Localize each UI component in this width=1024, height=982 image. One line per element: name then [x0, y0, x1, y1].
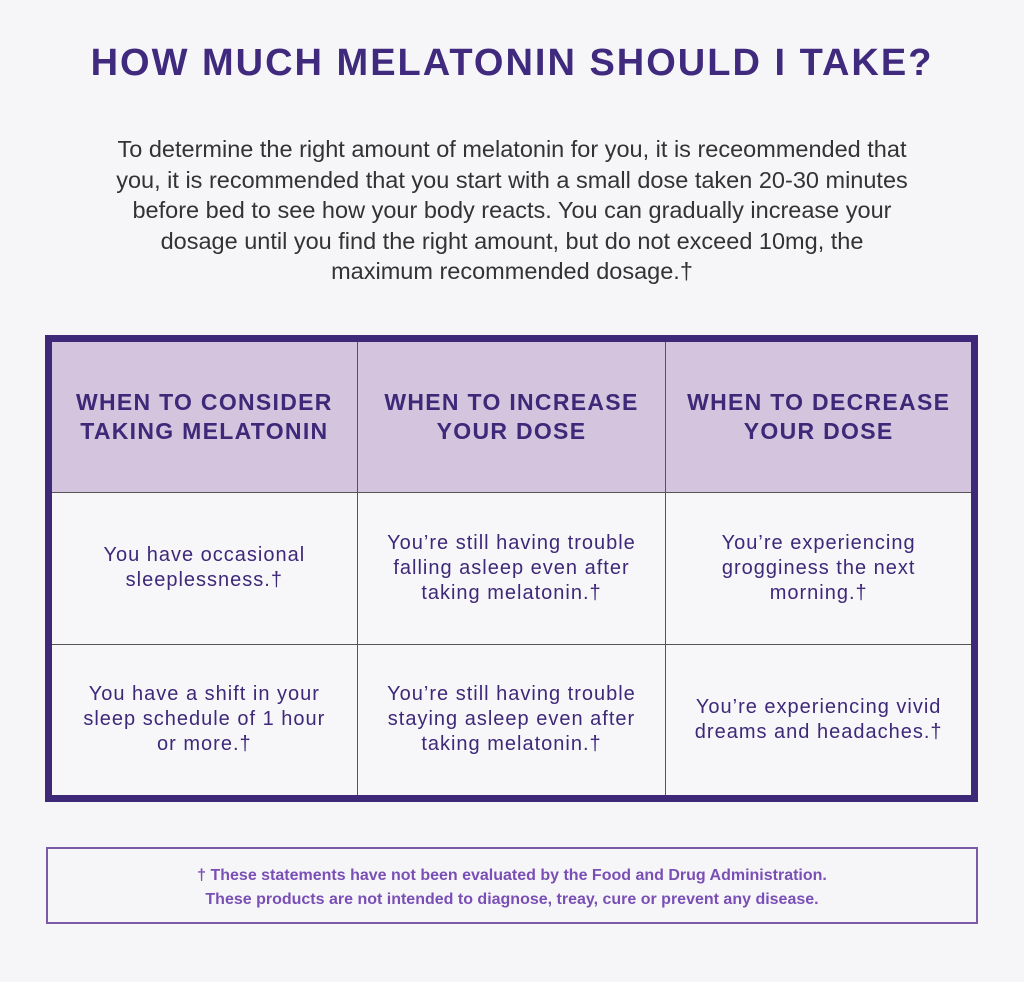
cell: You have occasional sleeplessness.† — [48, 492, 358, 645]
cell: You’re still having trouble falling asle… — [356, 492, 667, 645]
intro-line: To determine the right amount of melaton… — [117, 136, 907, 162]
intro-line: dosage until you find the right amount, … — [160, 227, 864, 254]
cell: You’re still having trouble staying asle… — [356, 643, 667, 800]
intro-line: maximum recommended dosage.† — [331, 258, 693, 284]
cell: You’re experiencing vivid dreams and hea… — [665, 643, 975, 800]
intro: To determine the right amount of melaton… — [0, 134, 1024, 287]
header-cell: WHEN TO DECREASE YOUR DOSE — [665, 337, 975, 494]
header-cell: WHEN TO CONSIDER TAKING MELATONIN — [48, 337, 358, 494]
footnote-line: These products are not intended to diagn… — [205, 891, 819, 908]
row: You have occasional sleeplessness.† You’… — [48, 492, 975, 645]
intro-line: you, it is recommended that you start wi… — [116, 166, 908, 193]
cell: You have a shift in your sleep schedule … — [48, 643, 358, 800]
row: You have a shift in your sleep schedule … — [48, 643, 975, 800]
footnote: † These statements have not been evaluat… — [46, 847, 978, 924]
footnote-line: † These statements have not been evaluat… — [197, 867, 827, 884]
title: HOW MUCH MELATONIN SHOULD I TAKE? — [90, 42, 934, 84]
header-cell: WHEN TO INCREASE YOUR DOSE — [356, 337, 667, 494]
dose-table: WHEN TO CONSIDER TAKING MELATONIN WHEN T… — [45, 335, 978, 802]
cell: You’re experiencing grogginess the next … — [665, 492, 975, 645]
header-row: WHEN TO CONSIDER TAKING MELATONIN WHEN T… — [48, 337, 975, 494]
intro-line: before bed to see how your body reacts. … — [132, 197, 892, 223]
